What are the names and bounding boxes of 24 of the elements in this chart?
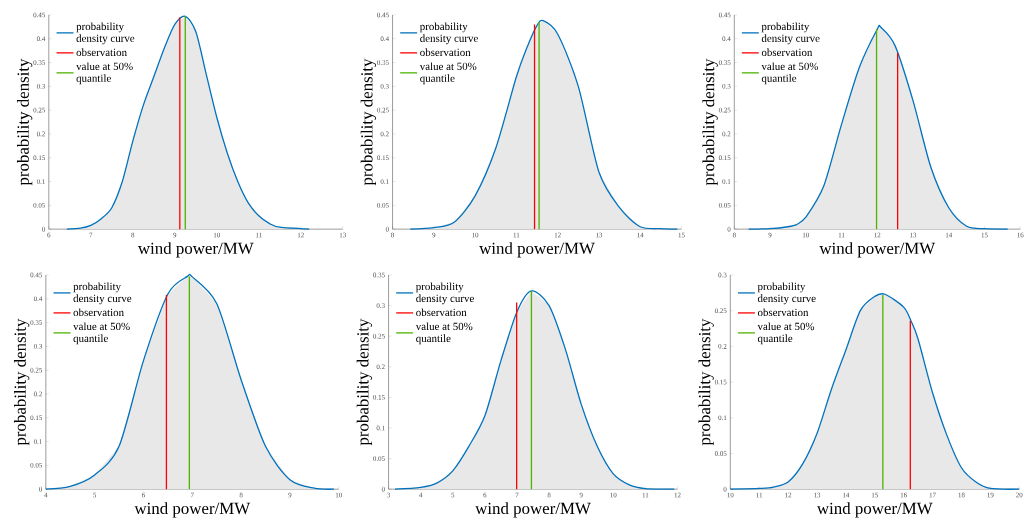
legend-label: observation (416, 308, 467, 317)
legend-label: value at 50% quantile (757, 322, 815, 345)
legend-label: value at 50% quantile (73, 322, 130, 345)
y-axis-title: probability density (360, 58, 377, 186)
legend-label: observation (76, 48, 127, 57)
x-axis-title: wind power/MW (475, 502, 591, 518)
legend-label: value at 50% quantile (419, 62, 477, 85)
legend-label: value at 50% quantile (761, 62, 819, 85)
legend-label: observation (757, 308, 809, 317)
legend-label: value at 50% quantile (415, 322, 473, 345)
y-axis-title: probability density (356, 318, 373, 446)
x-axis-title: wind power/MW (816, 502, 933, 518)
x-axis-title: wind power/MW (134, 502, 251, 518)
x-axis-title: wind power/MW (819, 242, 936, 258)
legend-label: value at 50% quantile (76, 62, 133, 85)
y-axis-title: probability density (13, 318, 30, 446)
legend-label: observation (420, 48, 471, 57)
legend-label: observation (73, 308, 124, 317)
y-axis-title: probability density (16, 58, 33, 186)
x-axis-title: wind power/MW (137, 242, 254, 258)
y-axis-title: probability density (698, 318, 714, 446)
x-axis-title: wind power/MW (479, 242, 595, 258)
y-axis-title: probability density (702, 58, 718, 186)
legend-label: observation (761, 48, 813, 57)
